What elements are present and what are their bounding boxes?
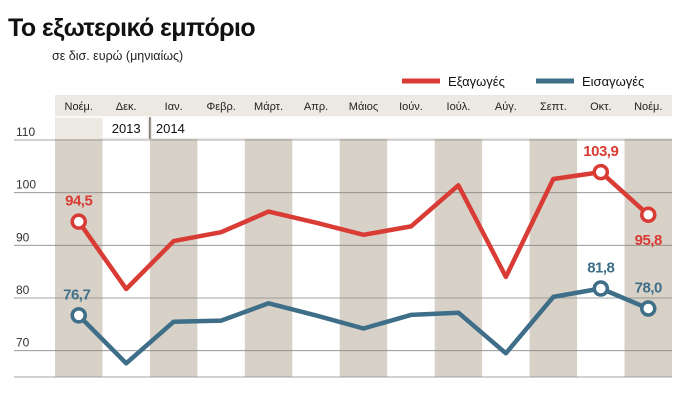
month-label: Μάρτ. <box>254 101 283 113</box>
imports-line <box>76 286 651 366</box>
chart-subtitle: σε δισ. ευρώ (μηνιαίως) <box>52 49 184 63</box>
month-label: Μάιος <box>349 101 378 113</box>
y-axis: 70 80 90 100 110 <box>16 125 36 350</box>
exports-marker <box>70 213 87 230</box>
month-label: Σεπτ. <box>540 101 567 113</box>
legend: Εξαγωγές Εισαγωγές <box>402 74 644 89</box>
month-label: Νοέμ. <box>634 101 662 113</box>
month-label: Φεβρ. <box>206 101 235 113</box>
data-label: 95,8 <box>635 232 662 249</box>
data-label: 103,9 <box>583 143 618 160</box>
data-label: 78,0 <box>635 280 662 297</box>
series-layer <box>76 169 651 366</box>
month-label: Νοέμ. <box>65 101 93 113</box>
imports-marker <box>70 307 87 324</box>
chart-title: Το εξωτερικό εμπόριο <box>8 14 256 42</box>
y-tick-label: 70 <box>16 336 30 350</box>
grid-layer <box>14 139 672 378</box>
exports-line <box>76 169 651 292</box>
month-label: Αύγ. <box>495 101 517 113</box>
exports-marker <box>640 206 657 224</box>
column-band <box>244 95 293 377</box>
year-label: 2013 <box>112 121 141 136</box>
month-label: Ιούλ. <box>447 101 471 113</box>
year-2013-cell <box>102 118 148 138</box>
y-tick-label: 100 <box>16 178 36 192</box>
column-band <box>434 95 483 377</box>
imports-marker <box>640 300 657 317</box>
month-label: Ιαν. <box>165 101 183 113</box>
imports-marker <box>592 280 610 297</box>
month-label: Δεκ. <box>116 101 137 113</box>
data-label: 94,5 <box>65 193 92 210</box>
exports-marker <box>592 163 610 181</box>
year-label: 2014 <box>156 121 185 136</box>
band-layer <box>55 95 672 377</box>
y-tick-label: 110 <box>16 125 35 139</box>
data-label-layer: 94,5 103,9 95,8 76,7 81,8 78,0 <box>63 143 663 324</box>
month-label: Ιούν. <box>399 101 423 113</box>
data-label: 81,8 <box>587 260 614 277</box>
data-label: 76,7 <box>63 286 90 303</box>
month-label: Απρ. <box>304 101 328 113</box>
month-header: Νοέμ. Δεκ. Ιαν. Φεβρ. Μάρτ. Απρ. Μάιος Ιούν. Ιού… <box>55 95 672 139</box>
column-band <box>624 95 672 377</box>
legend-label: Εισαγωγές <box>582 74 644 89</box>
column-band <box>529 95 578 377</box>
year-2014-cell <box>151 118 672 138</box>
month-label: Οκτ. <box>590 101 611 113</box>
legend-label: Εξαγωγές <box>448 74 505 89</box>
y-tick-label: 90 <box>16 230 30 244</box>
y-tick-label: 80 <box>16 283 30 297</box>
